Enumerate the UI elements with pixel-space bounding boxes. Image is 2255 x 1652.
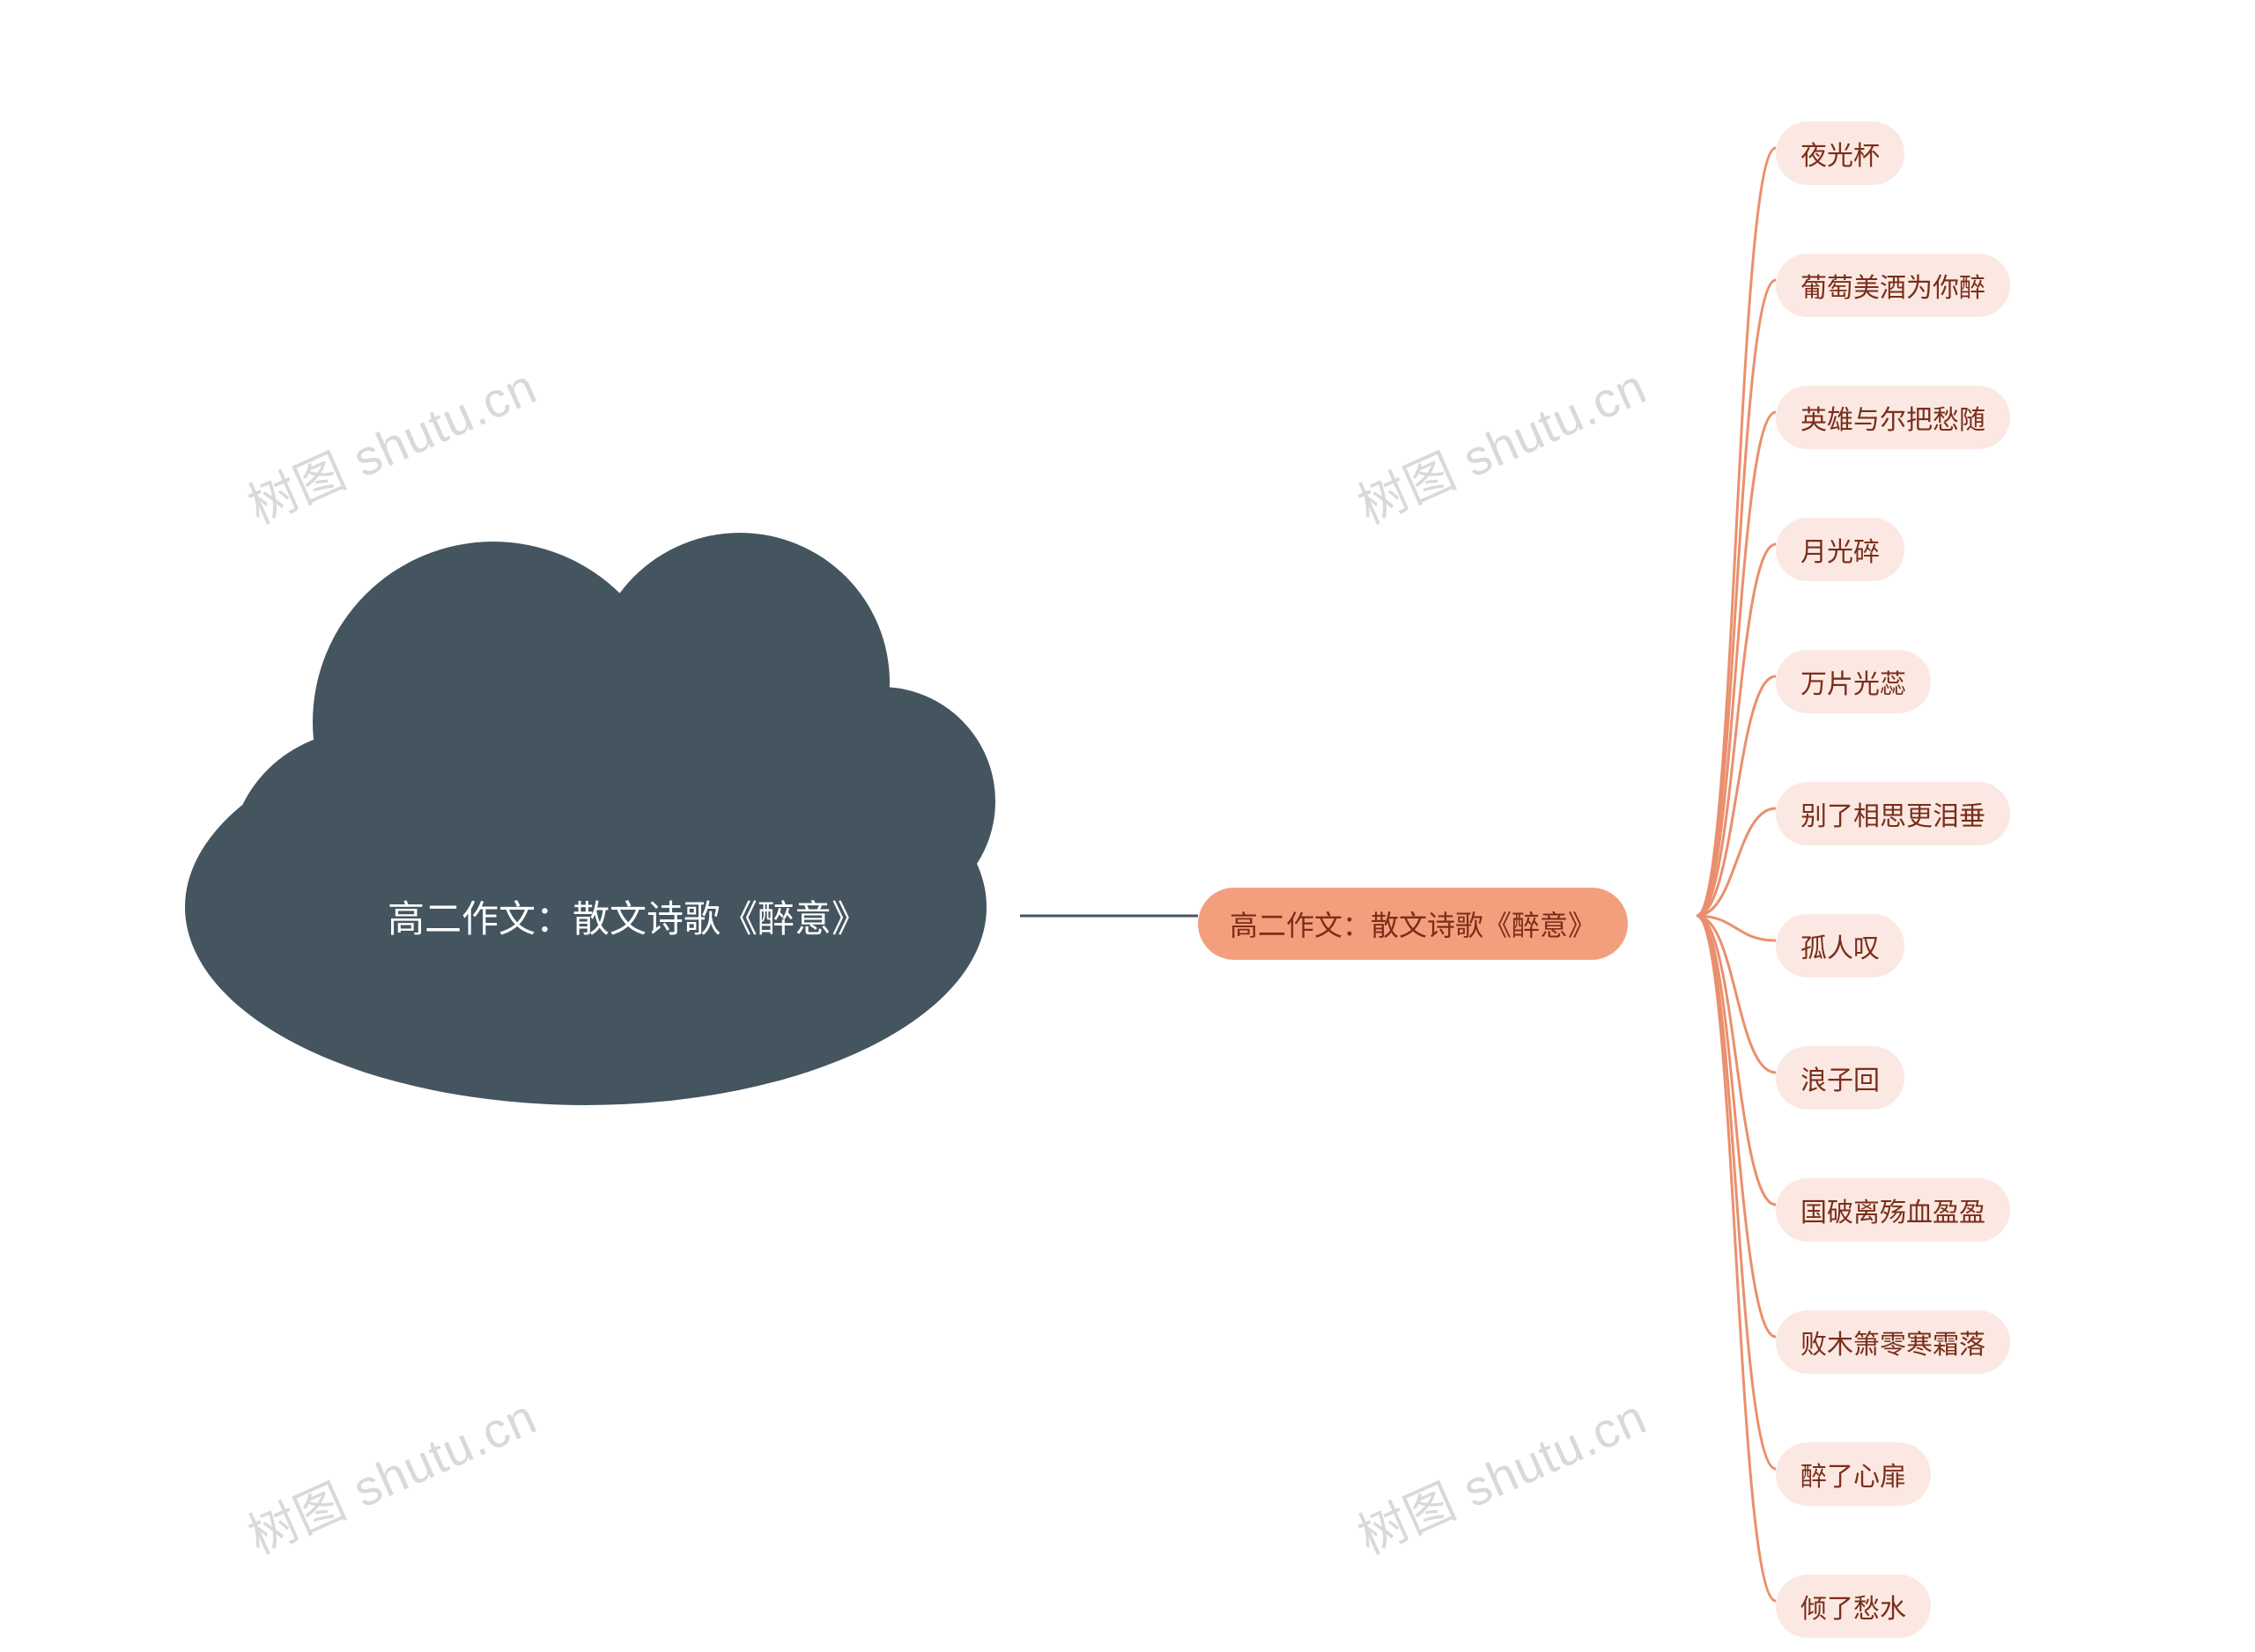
leaf-node: 浪子回 <box>1776 1046 1904 1110</box>
leaf-node: 月光碎 <box>1776 518 1904 581</box>
cloud-shape <box>176 493 1022 1110</box>
hub-node: 高二作文：散文诗歌《醉意》 <box>1198 888 1628 960</box>
watermark: 树图 shutu.cn <box>1345 1378 1656 1568</box>
watermark: 树图 shutu.cn <box>1345 348 1656 538</box>
leaf-node: 英雄与尔把愁随 <box>1776 386 2010 449</box>
leaf-node: 别了相思更泪垂 <box>1776 782 2010 845</box>
leaf-node: 万片光蕊 <box>1776 650 1931 713</box>
leaf-node: 葡萄美酒为你醉 <box>1776 254 2010 317</box>
diagram-canvas: 树图 shutu.cn 树图 shutu.cn 树图 shutu.cn 树图 s… <box>0 0 2255 1652</box>
leaf-node: 败木箫零寒霜落 <box>1776 1310 2010 1374</box>
leaf-node: 夜光杯 <box>1776 122 1904 185</box>
cloud-title: 高二作文：散文诗歌《醉意》 <box>388 889 863 948</box>
leaf-node: 国破离殇血盈盈 <box>1776 1178 2010 1242</box>
leaf-node: 孤人叹 <box>1776 914 1904 977</box>
leaf-node: 倾了愁水 <box>1776 1575 1931 1638</box>
leaf-node: 醉了心扉 <box>1776 1442 1931 1506</box>
watermark: 树图 shutu.cn <box>235 1378 546 1568</box>
